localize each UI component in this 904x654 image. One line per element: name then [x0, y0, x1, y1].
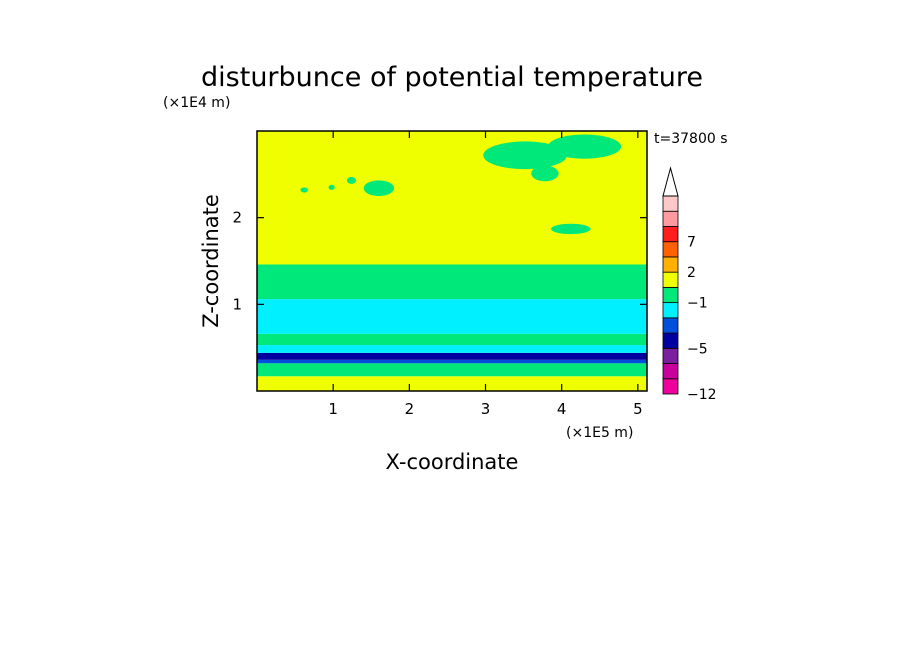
colorbar-swatch-7 [662, 271, 679, 288]
colorbar-swatch-3 [662, 332, 679, 349]
plot-area [257, 131, 647, 391]
y-axis: 12 [232, 209, 647, 313]
contour-patches [300, 134, 622, 235]
colorbar: 7 2 −1 −5 −12 [662, 166, 717, 403]
x-unit-label: (×1E5 m) [566, 425, 633, 441]
contour-band-7 [257, 264, 647, 300]
contour-band-3 [257, 352, 647, 360]
x-tick-label-3: 4 [557, 400, 567, 418]
colorbar-swatch-8 [662, 256, 679, 273]
colorbar-swatch-0 [662, 378, 679, 395]
y-axis-label: Z-coordinate [199, 194, 223, 328]
contour-bands [257, 131, 647, 391]
contour-patch-2 [531, 165, 559, 182]
contour-band-0 [257, 376, 647, 391]
contour-patch-0 [483, 141, 568, 170]
x-axis-label: X-coordinate [386, 450, 519, 474]
colorbar-swatch-10 [662, 226, 679, 243]
colorbar-swatch-5 [662, 302, 679, 319]
contour-patch-1 [547, 134, 622, 159]
contour-band-4 [257, 345, 647, 353]
colorbar-swatch-9 [662, 241, 679, 258]
x-tick-label-1: 2 [405, 400, 415, 418]
colorbar-swatch-2 [662, 347, 679, 364]
x-axis: 1 2 3 4 5 [328, 131, 643, 418]
colorbar-swatch-6 [662, 286, 679, 304]
y-tick-label-0: 1 [232, 295, 242, 313]
contour-band-1 [257, 363, 647, 377]
plot-frame [256, 130, 648, 392]
colorbar-swatch-1 [662, 363, 679, 380]
y-tick-label-1: 2 [232, 209, 242, 227]
chart-title: disturbunce of potential temperature [201, 62, 703, 93]
contour-patch-4 [551, 223, 591, 235]
contour-band-6 [257, 299, 647, 334]
x-tick-label-0: 1 [328, 400, 338, 418]
colorbar-label-3: −5 [687, 341, 708, 357]
colorbar-swatch-12 [662, 195, 679, 212]
contour-patch-7 [346, 176, 357, 184]
contour-patch-5 [300, 187, 309, 193]
contour-patch-6 [328, 184, 335, 190]
colorbar-swatch-4 [662, 317, 679, 334]
colorbar-label-2: −1 [687, 296, 708, 312]
colorbar-label-4: −12 [687, 387, 717, 403]
y-unit-label: (×1E4 m) [163, 95, 230, 111]
x-tick-label-4: 5 [633, 400, 643, 418]
colorbar-label-1: 2 [687, 265, 696, 281]
contour-band-2 [257, 359, 647, 364]
colorbar-swatch-11 [662, 210, 679, 227]
colorbar-label-0: 7 [687, 235, 696, 251]
colorbar-extend-arrow [662, 166, 679, 197]
x-tick-label-2: 3 [481, 400, 491, 418]
contour-band-5 [257, 333, 647, 346]
contour-patch-3 [363, 180, 395, 196]
time-label: t=37800 s [654, 131, 728, 147]
